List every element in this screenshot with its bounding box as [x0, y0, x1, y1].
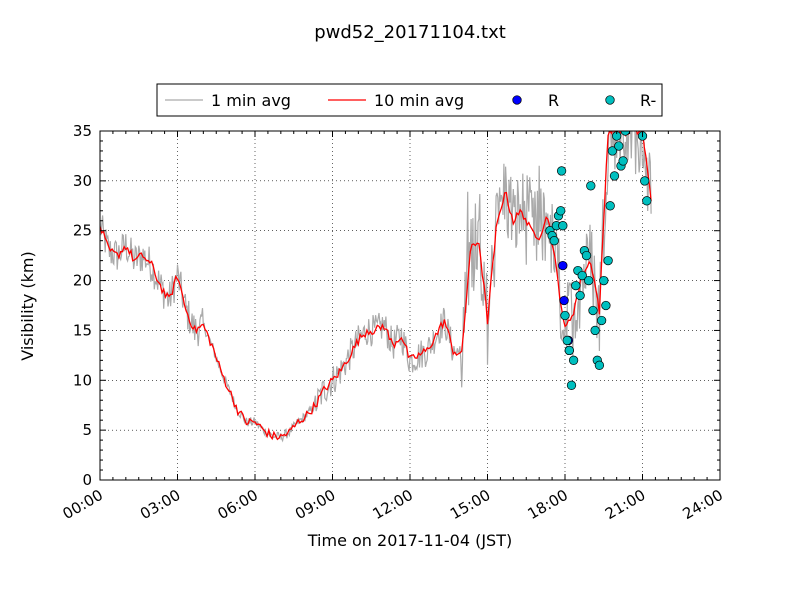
point-r-minus: [577, 270, 587, 281]
point-r-minus: [594, 360, 605, 370]
point-r-minus: [590, 325, 600, 336]
legend-swatch-r: [512, 95, 522, 105]
point-r-minus: [581, 250, 592, 261]
point-r-minus: [571, 280, 581, 291]
x-tick-label: 09:00: [292, 486, 338, 523]
point-r-minus: [607, 146, 618, 156]
y-tick-label: 15: [73, 321, 92, 339]
point-r-minus: [560, 310, 570, 321]
y-tick-label: 0: [82, 471, 92, 489]
point-r-minus: [562, 335, 572, 346]
point-r-minus: [568, 355, 579, 365]
x-tick-label: 06:00: [215, 486, 261, 523]
point-r-minus: [564, 345, 574, 356]
point-r-minus: [601, 300, 611, 311]
legend: 1 min avg 10 min avg R R-: [156, 83, 663, 117]
y-tick-label: 20: [73, 272, 92, 290]
y-tick-label: 30: [73, 172, 92, 190]
plot-area: 0 5 10 15 20 25 30 35 00:00 03:00 06:00 09:00 12:00 1…: [60, 122, 726, 523]
point-r-minus: [558, 221, 568, 231]
x-tick-label: 15:00: [447, 486, 493, 523]
y-tick-label: 5: [82, 421, 92, 439]
y-axis-label: Visibility (km): [18, 251, 37, 360]
point-r-minus: [603, 255, 613, 266]
y-tick-label: 25: [73, 222, 92, 240]
point-r: [558, 260, 568, 271]
legend-label-r-minus: R-: [640, 91, 656, 110]
legend-label-r: R: [548, 91, 559, 110]
chart-title: pwd52_20171104.txt: [314, 22, 506, 43]
x-tick-label: 03:00: [137, 486, 183, 523]
point-r-minus: [588, 305, 598, 316]
point-r-minus: [599, 275, 609, 286]
x-axis-label: Time on 2017-11-04 (JST): [307, 531, 512, 550]
point-r-minus: [584, 275, 594, 286]
point-r-minus: [640, 176, 650, 186]
point-r-minus: [549, 236, 559, 246]
point-r-minus: [618, 156, 628, 166]
point-r-minus: [620, 131, 630, 136]
series-10min-avg: [100, 131, 652, 441]
y-tick-label: 10: [73, 371, 92, 389]
point-r-minus: [566, 380, 577, 390]
legend-box: [156, 83, 663, 117]
point-r-minus: [614, 141, 624, 151]
point-r-minus: [642, 196, 652, 206]
x-tick-label: 21:00: [602, 486, 648, 523]
point-r: [559, 295, 569, 306]
x-tick-label: 12:00: [370, 486, 416, 523]
point-r-minus: [586, 181, 596, 191]
x-tick-label: 18:00: [525, 486, 571, 523]
x-tick-label: 24:00: [680, 486, 726, 523]
point-r-minus: [556, 206, 566, 216]
point-r-minus: [575, 290, 585, 301]
point-r-minus: [605, 201, 615, 211]
point-r-minus: [596, 315, 607, 326]
x-tick-label: 00:00: [60, 486, 106, 523]
point-r-minus: [609, 171, 620, 181]
y-tick-label: 35: [73, 122, 92, 140]
series-1min-avg: [100, 131, 652, 443]
legend-label-10min-avg: 10 min avg: [374, 91, 464, 110]
point-r-minus: [556, 166, 567, 176]
legend-swatch-r-minus: [605, 95, 615, 105]
legend-label-1min-avg: 1 min avg: [211, 91, 291, 110]
